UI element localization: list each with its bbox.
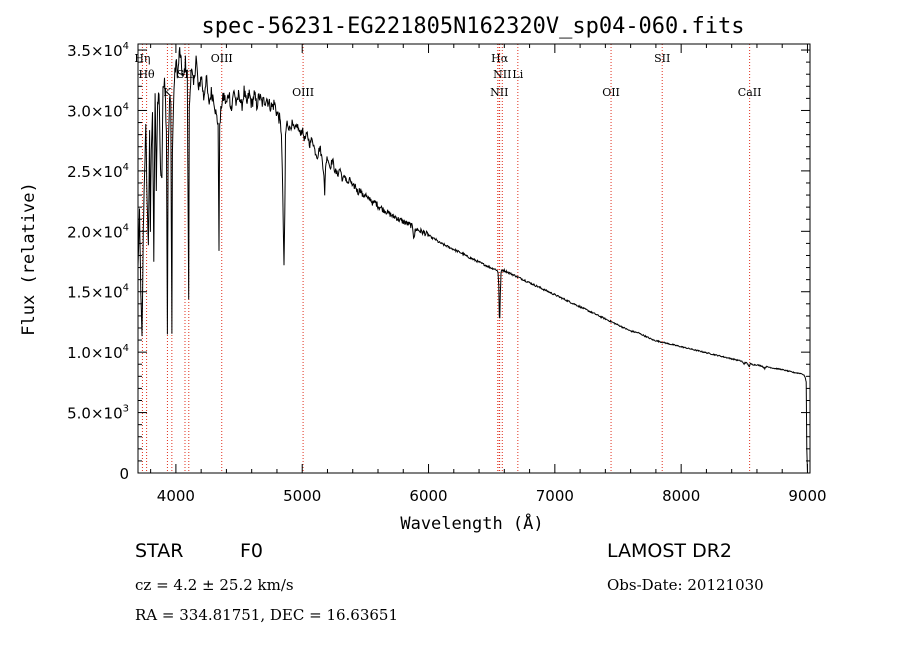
ra-dec-coordinates: RA = 334.81751, DEC = 16.63651 xyxy=(135,606,399,624)
x-tick-label: 4000 xyxy=(157,487,195,505)
observation-date: Obs-Date: 20121030 xyxy=(607,576,764,594)
spectral-line-label: Hα xyxy=(491,52,509,65)
object-class: STAR xyxy=(135,540,184,562)
spectral-line-label: OIII xyxy=(292,86,314,99)
plot-frame xyxy=(137,43,811,474)
redshift-cz: cz = 4.2 ± 25.2 km/s xyxy=(135,576,294,594)
spectral-line-label: OII xyxy=(602,86,620,99)
y-axis-label: Flux (relative) xyxy=(19,182,39,336)
spectral-subclass: F0 xyxy=(240,540,264,562)
y-tick-label: 1.5×104 xyxy=(67,283,129,302)
spectrum-chart: spec-56231-EG221805N162320V_sp04-060.fit… xyxy=(19,14,827,534)
x-tick-label: 7000 xyxy=(536,487,574,505)
x-tick-label: 5000 xyxy=(283,487,321,505)
spectral-line-label: NII xyxy=(493,68,511,81)
x-tick-label: 6000 xyxy=(409,487,447,505)
spectral-line-label: Hη xyxy=(134,52,150,65)
spectral-line-label: NII xyxy=(490,86,508,99)
spectrum-series xyxy=(137,47,808,474)
y-tick-label: 1.0×104 xyxy=(67,343,129,362)
x-tick-label: 9000 xyxy=(788,487,826,505)
y-tick-label: 2.5×104 xyxy=(67,162,129,181)
y-tick-label: 2.0×104 xyxy=(67,222,129,241)
y-tick-label: 3.5×104 xyxy=(67,41,129,60)
spectrum-line xyxy=(137,47,808,474)
y-tick-label: 3.0×104 xyxy=(67,101,129,120)
spectral-line-label: K xyxy=(163,86,172,99)
spectral-line-label: CaII xyxy=(738,86,762,99)
x-axis-label: Wavelength (Å) xyxy=(400,512,543,534)
y-tick-label: 5.0×103 xyxy=(67,404,129,423)
survey-name: LAMOST DR2 xyxy=(607,540,732,562)
axis-ticks: 4000 5000 6000 7000 8000 9000 0 5.0×103 1.0×104 1… xyxy=(67,41,826,505)
spectral-line-label: OIII xyxy=(211,52,233,65)
spectral-line-label: Hθ xyxy=(138,68,155,81)
chart-title: spec-56231-EG221805N162320V_sp04-060.fit… xyxy=(201,14,744,39)
y-tick-label: 0 xyxy=(119,465,129,483)
spectral-line-label: SII xyxy=(654,52,670,65)
spectral-line-label: Li xyxy=(512,68,523,81)
x-tick-label: 8000 xyxy=(662,487,700,505)
